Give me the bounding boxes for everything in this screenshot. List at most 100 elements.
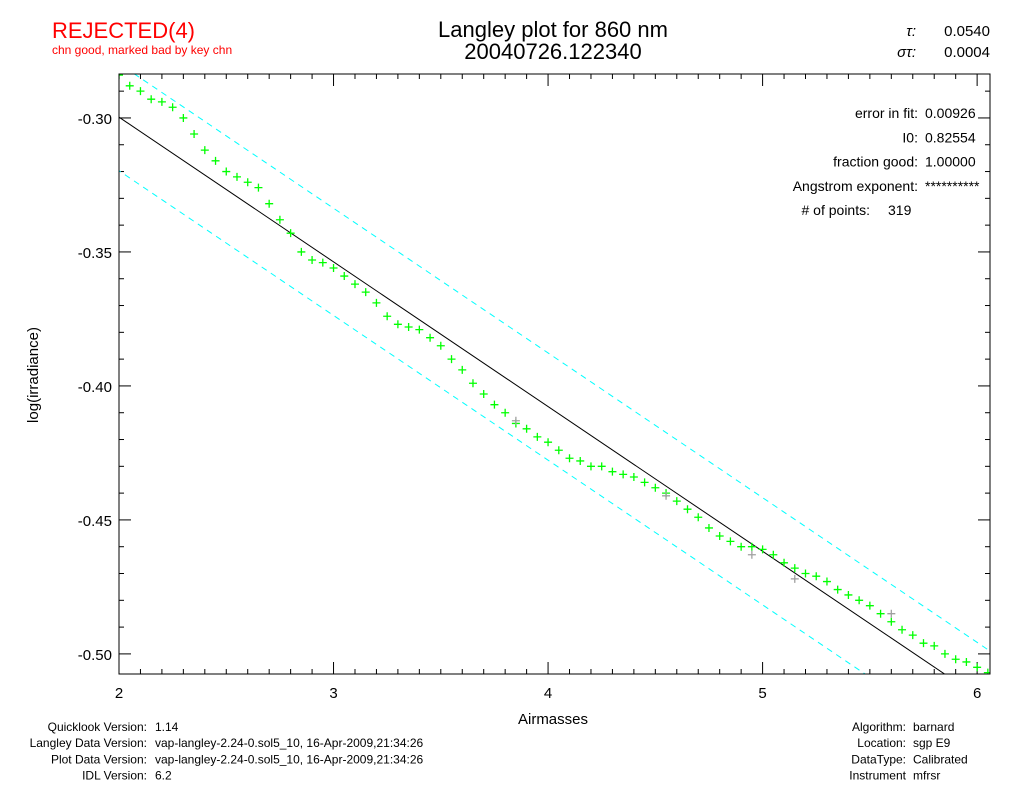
- footer-right-label: Instrument: [849, 769, 906, 783]
- data-point: [704, 523, 713, 532]
- stat-value: 0.00926: [925, 105, 976, 121]
- marked-point: [747, 550, 756, 559]
- data-point: [812, 572, 821, 581]
- data-point: [200, 146, 209, 155]
- footer-left-value: vap-langley-2.24-0.sol5_10, 16-Apr-2009,…: [155, 752, 424, 766]
- data-point: [136, 87, 145, 96]
- data-point: [361, 288, 370, 297]
- data-point: [458, 365, 467, 374]
- y-tick-label: -0.30: [78, 111, 112, 128]
- x-tick-label: 6: [973, 685, 981, 702]
- footer-left-label: Quicklook Version:: [48, 720, 147, 734]
- data-point: [501, 408, 510, 417]
- footer-right-label: Location:: [857, 736, 906, 750]
- data-point: [350, 280, 359, 289]
- footer-right-value: barnard: [913, 720, 954, 734]
- data-point: [672, 497, 681, 506]
- data-point: [265, 199, 274, 208]
- x-tick-label: 5: [758, 685, 766, 702]
- data-point: [951, 655, 960, 664]
- footer-left-label: Langley Data Version:: [30, 736, 147, 750]
- footer-right-value: sgp E9: [913, 736, 951, 750]
- data-point: [651, 483, 660, 492]
- data-point: [383, 312, 392, 321]
- data-point: [125, 81, 134, 90]
- data-point: [844, 590, 853, 599]
- y-tick-label: -0.35: [78, 245, 112, 262]
- data-point: [254, 183, 263, 192]
- tau-value: 0.0540: [944, 23, 990, 40]
- data-point: [737, 542, 746, 551]
- data-point: [415, 325, 424, 334]
- x-tick-labels: 2 3 4 5 6: [115, 685, 981, 702]
- data-point: [565, 454, 574, 463]
- footer-right-value: Calibrated: [913, 752, 968, 766]
- plot-marks: [119, 74, 990, 674]
- data-point: [404, 322, 413, 331]
- data-point: [715, 531, 724, 540]
- data-point: [833, 585, 842, 594]
- data-point: [887, 617, 896, 626]
- data-point: [801, 569, 810, 578]
- data-point: [544, 438, 553, 447]
- plot-subtitle: 20040726.122340: [464, 39, 641, 64]
- data-point: [983, 668, 990, 674]
- upper-band-line: [133, 74, 990, 652]
- y-axis-label: log(irradiance): [25, 327, 42, 423]
- data-point: [119, 74, 123, 80]
- data-point: [608, 467, 617, 476]
- fit-line: [119, 116, 946, 674]
- lower-band-line: [119, 170, 866, 674]
- marked-point: [511, 416, 520, 425]
- y-tick-label: -0.50: [78, 647, 112, 664]
- data-point: [179, 113, 188, 122]
- sigma-value: 0.0004: [944, 44, 990, 61]
- data-point: [919, 639, 928, 648]
- marked-point: [887, 609, 896, 618]
- data-point: [790, 564, 799, 573]
- x-tick-label: 4: [544, 685, 552, 702]
- data-point: [275, 215, 284, 224]
- data-point: [468, 379, 477, 388]
- stat-value: 1.00000: [925, 154, 976, 170]
- data-point: [576, 456, 585, 465]
- footer-info: Quicklook Version: 1.14 Langley Data Versi…: [30, 720, 968, 783]
- data-point: [372, 298, 381, 307]
- data-point: [479, 389, 488, 398]
- data-point: [522, 424, 531, 433]
- footer-left-value: 6.2: [155, 769, 172, 783]
- plot-frame: [118, 73, 991, 675]
- x-axis-label: Airmasses: [518, 711, 588, 728]
- data-point: [211, 156, 220, 165]
- fit-stats: error in fit: 0.00926 I0: 0.82554 fraction g…: [793, 105, 980, 218]
- data-point: [629, 473, 638, 482]
- data-point: [962, 657, 971, 666]
- data-point: [147, 95, 156, 104]
- status-note: chn good, marked bad by key chn: [52, 43, 232, 57]
- data-point: [780, 558, 789, 567]
- data-point: [286, 229, 295, 238]
- stat-label: # of points:: [802, 202, 871, 218]
- data-point: [190, 130, 199, 139]
- data-point: [597, 462, 606, 471]
- footer-left-label: Plot Data Version:: [51, 752, 147, 766]
- data-point: [168, 103, 177, 112]
- data-point: [393, 320, 402, 329]
- data-point: [157, 97, 166, 106]
- status-label: REJECTED(4): [52, 18, 195, 43]
- footer-right-label: Algorithm:: [852, 720, 906, 734]
- plot-title: Langley plot for 860 nm: [438, 17, 668, 42]
- y-tick-label: -0.40: [78, 379, 112, 396]
- stat-label: I0:: [902, 129, 918, 145]
- data-point: [308, 255, 317, 264]
- data-point: [822, 577, 831, 586]
- data-point: [694, 513, 703, 522]
- data-point: [318, 258, 327, 267]
- data-point: [769, 550, 778, 559]
- data-point: [232, 172, 241, 181]
- data-point: [340, 272, 349, 281]
- footer-left-value: vap-langley-2.24-0.sol5_10, 16-Apr-2009,…: [155, 736, 424, 750]
- data-point: [758, 545, 767, 554]
- data-point: [908, 631, 917, 640]
